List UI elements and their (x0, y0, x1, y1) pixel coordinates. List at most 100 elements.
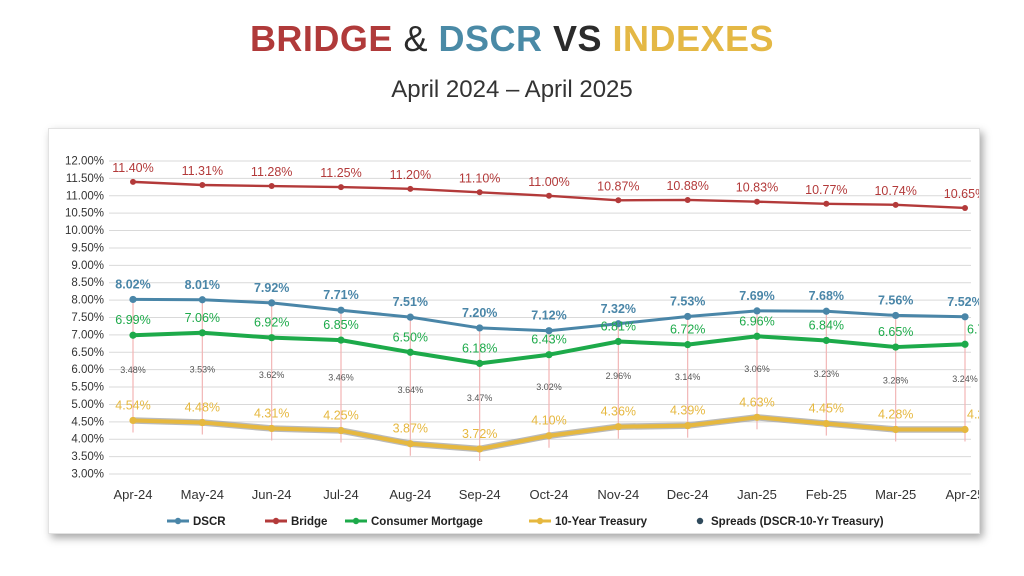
legend-item: 10-Year Treasury (529, 516, 648, 528)
data-label: 10.83% (736, 181, 778, 195)
page-title: BRIDGE & DSCR VS INDEXES (0, 18, 1024, 60)
data-point (198, 296, 206, 304)
data-point (545, 327, 553, 335)
x-tick-label: Oct-24 (529, 487, 568, 502)
x-tick-label: Aug-24 (389, 487, 431, 502)
data-label: 10.88% (666, 179, 708, 193)
y-tick-label: 6.50% (71, 347, 104, 359)
data-label: 7.52% (947, 295, 979, 309)
line-chart: 12.00% 11.50% 11.00% 10.50% 10.00% 9.50% 9.00%… (65, 156, 979, 529)
data-point (130, 178, 136, 185)
data-point (892, 425, 900, 434)
x-tick-label: Mar-25 (875, 487, 916, 502)
data-point (822, 419, 830, 428)
data-point (614, 337, 622, 346)
spread-label: 3.02% (536, 382, 562, 392)
data-point (406, 348, 414, 356)
title-dscr: DSCR (438, 18, 543, 59)
data-label: 10.65% (944, 187, 979, 201)
data-point (961, 340, 969, 348)
spread-label: 3.28% (883, 375, 909, 385)
y-tick-label: 5.00% (71, 399, 104, 411)
title-vs: VS (542, 18, 613, 59)
data-point (407, 185, 414, 192)
spread-label: 3.53% (190, 365, 216, 375)
data-point (199, 181, 206, 188)
data-label: 7.68% (809, 289, 844, 303)
title-indexes: INDEXES (612, 18, 775, 59)
data-label: 7.53% (670, 294, 705, 308)
data-point (198, 418, 206, 427)
data-label: 4.63% (739, 395, 774, 409)
y-tick-label: 5.50% (71, 382, 104, 394)
x-tick-label: Jan-25 (737, 487, 777, 502)
x-tick-label: Apr-25 (945, 487, 979, 502)
data-label: 4.25% (323, 409, 358, 423)
legend-swatch-marker (352, 517, 360, 525)
x-tick-label: Sep-24 (459, 487, 501, 502)
data-label: 7.51% (393, 295, 428, 309)
data-labels-dscr: 8.02% 8.01% 7.92% 7.71% 7.51% 7.20% 7.12% 7.32%… (115, 277, 979, 322)
data-label: 6.18% (462, 341, 497, 355)
data-label: 11.20% (390, 168, 431, 182)
spread-label: 3.47% (467, 393, 493, 403)
title-ampersand: & (392, 18, 439, 59)
spread-label: 3.14% (675, 372, 701, 382)
y-axis: 12.00% 11.50% 11.00% 10.50% 10.00% 9.50% 9.00%… (65, 156, 104, 481)
data-label: 6.72% (670, 323, 705, 337)
legend: DSCR Bridge Consumer Mortgage 10-Year Treas… (167, 516, 884, 528)
data-label: 6.65% (878, 325, 913, 339)
data-point (614, 320, 622, 328)
data-label: 10.77% (805, 183, 847, 197)
spread-label: 3.46% (328, 372, 354, 382)
x-tick-label: Apr-24 (113, 487, 152, 502)
data-label: 4.54% (115, 398, 150, 412)
data-point (546, 192, 552, 199)
legend-label: Spreads (DSCR-10-Yr Treasury) (711, 516, 884, 528)
data-label: 10.87% (597, 179, 639, 193)
data-point (545, 351, 553, 359)
data-point (961, 313, 969, 321)
legend-item: Spreads (DSCR-10-Yr Treasury) (696, 516, 884, 528)
data-label: 6.99% (115, 313, 150, 327)
data-label: 7.32% (601, 302, 636, 316)
y-tick-label: 12.00% (65, 156, 104, 168)
x-tick-label: May-24 (181, 487, 224, 502)
data-label: 7.06% (185, 311, 220, 325)
data-point (684, 312, 692, 321)
data-labels-treasury: 4.54% 4.48% 4.31% 4.25% 3.87% 3.72% 4.10% 4.36%… (115, 395, 979, 441)
data-point (962, 204, 968, 211)
data-point (684, 196, 691, 203)
y-tick-label: 11.00% (66, 190, 104, 202)
data-label: 7.92% (254, 281, 289, 295)
data-point (476, 445, 484, 453)
y-tick-label: 10.00% (65, 225, 104, 237)
spread-label: 3.64% (398, 385, 424, 395)
chart-card: 12.00% 11.50% 11.00% 10.50% 10.00% 9.50% 9.00%… (48, 128, 980, 534)
data-label: 4.31% (254, 406, 289, 420)
data-point (753, 413, 761, 421)
data-point (754, 198, 760, 205)
y-tick-label: 8.00% (71, 295, 104, 307)
data-point (684, 341, 692, 349)
data-point (337, 426, 345, 435)
y-tick-label: 3.50% (71, 451, 104, 463)
data-label: 4.28% (878, 407, 913, 421)
data-labels-bridge: 11.40% 11.31% 11.28% 11.25% 11.20% 11.10% 11.0… (112, 161, 979, 201)
data-point (822, 307, 830, 315)
data-point (615, 197, 622, 204)
data-label: 7.12% (531, 309, 566, 323)
data-label: 11.28% (251, 165, 292, 179)
legend-swatch-marker (174, 517, 182, 525)
data-label: 6.50% (393, 330, 428, 344)
data-labels-consumer: 6.99% 7.06% 6.92% 6.85% 6.50% 6.18% 6.43% 6.81%… (115, 311, 979, 356)
spread-label: 3.06% (744, 364, 770, 374)
data-label: 10.74% (874, 184, 916, 198)
data-label: 3.87% (393, 422, 428, 436)
data-point (753, 307, 761, 315)
data-point (892, 201, 899, 208)
legend-label: Bridge (291, 516, 327, 528)
data-point (614, 423, 622, 431)
legend-label: DSCR (193, 516, 226, 528)
data-point (892, 311, 900, 320)
